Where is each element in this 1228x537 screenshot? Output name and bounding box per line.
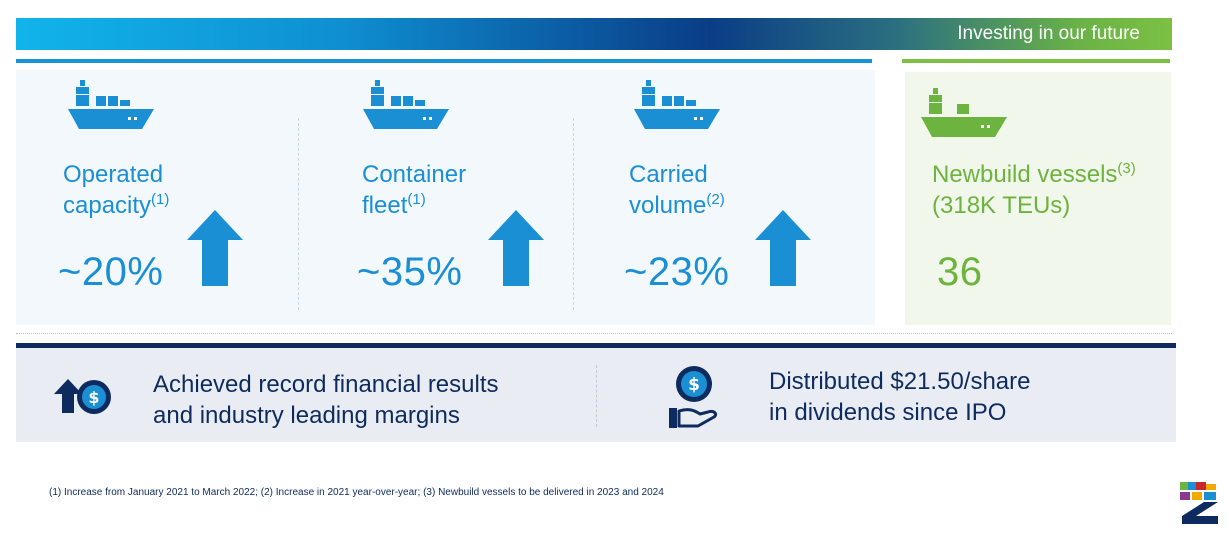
footnote-marker: (1) xyxy=(407,191,426,208)
up-arrow-icon xyxy=(755,210,811,286)
stats-divider xyxy=(573,118,574,310)
header-title: Investing in our future xyxy=(957,23,1140,44)
section-rule-blue xyxy=(16,59,872,63)
section-separator xyxy=(16,333,1172,334)
highlight-line: Achieved record financial results xyxy=(153,371,499,398)
stat-label-line: Carried xyxy=(629,161,708,188)
stat-label-container-fleet: Container fleet(1) xyxy=(362,159,466,221)
dollar-up-arrow-icon: $ xyxy=(54,379,111,414)
dollar-coin-hand-icon: $ xyxy=(669,366,718,428)
highlight-line: in dividends since IPO xyxy=(769,399,1007,426)
footnote-marker: (3) xyxy=(1117,160,1136,177)
stat-label-line: Operated xyxy=(63,161,164,188)
stat-label-carried-volume: Carried volume(2) xyxy=(629,159,725,221)
up-arrow-icon xyxy=(187,210,243,286)
svg-text:$: $ xyxy=(88,388,99,407)
stat-label-line: volume xyxy=(629,192,707,219)
newbuild-panel xyxy=(905,72,1171,325)
navy-rule xyxy=(16,343,1176,348)
stat-label-line: capacity xyxy=(63,192,152,219)
container-ship-icon xyxy=(363,80,449,129)
stat-label-line: Container xyxy=(362,161,467,188)
newbuild-label: Newbuild vessels(3) (318K TEUs) xyxy=(932,159,1136,221)
container-ship-icon xyxy=(634,80,720,129)
highlight-line: and industry leading margins xyxy=(153,402,460,429)
newbuild-value: 36 xyxy=(937,250,983,294)
container-ship-icon xyxy=(68,80,154,129)
stat-label-line: fleet xyxy=(362,192,408,219)
section-rule-green xyxy=(902,59,1170,63)
stat-label-operated-capacity: Operated capacity(1) xyxy=(63,159,169,221)
highlight-line: Distributed $21.50/share xyxy=(769,368,1031,395)
stat-value-operated-capacity: ~20% xyxy=(58,250,164,294)
stat-value-carried-volume: ~23% xyxy=(624,250,730,294)
company-logo xyxy=(1180,482,1218,524)
stat-label-line: (318K TEUs) xyxy=(932,192,1071,219)
footnote: (1) Increase from January 2021 to March … xyxy=(49,487,664,498)
highlight-dividends: Distributed $21.50/share in dividends si… xyxy=(769,366,1031,428)
footnote-marker: (2) xyxy=(706,191,725,208)
header-bar: Investing in our future xyxy=(16,18,1172,50)
container-ship-icon xyxy=(921,88,1007,137)
up-arrow-icon xyxy=(488,210,544,286)
stat-value-container-fleet: ~35% xyxy=(357,250,463,294)
footnote-marker: (1) xyxy=(151,191,170,208)
stat-label-line: Newbuild vessels xyxy=(932,161,1118,188)
svg-text:$: $ xyxy=(688,375,700,395)
highlight-record-results: Achieved record financial results and in… xyxy=(153,369,499,431)
stats-divider xyxy=(298,118,299,310)
highlights-divider xyxy=(596,365,597,427)
